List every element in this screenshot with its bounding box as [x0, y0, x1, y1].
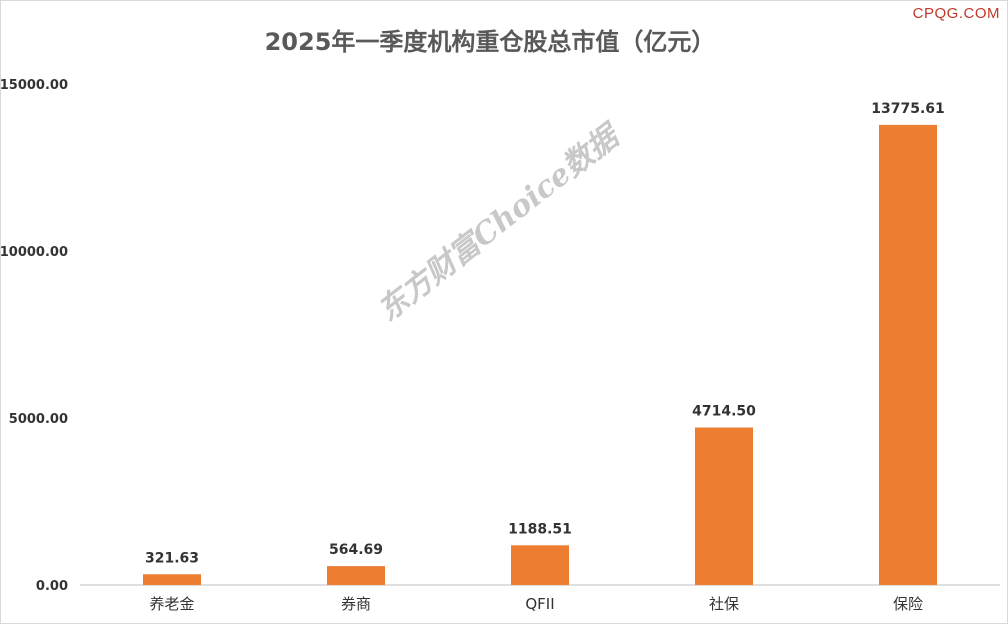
bar — [327, 566, 385, 585]
data-label: 13775.61 — [871, 101, 945, 117]
x-tick-label: 保险 — [893, 595, 923, 613]
bar — [143, 574, 201, 585]
data-label: 4714.50 — [692, 404, 756, 420]
x-tick-label: QFII — [525, 595, 554, 613]
data-label: 564.69 — [329, 542, 383, 558]
chart-title: 2025年一季度机构重仓股总市值（亿元） — [264, 28, 716, 56]
y-tick-label: 5000.00 — [9, 412, 68, 427]
labels-layer: 321.63 养老金 564.69 券商 1188.51 QFII 4714.50 社保 137… — [145, 101, 945, 613]
bars-layer — [143, 124, 937, 585]
x-tick-label: 券商 — [341, 595, 371, 613]
data-label: 321.63 — [145, 550, 199, 566]
x-tick-label: 社保 — [709, 595, 739, 613]
axis-layer: 0.00 5000.00 10000.00 15000.00 — [0, 78, 1000, 594]
x-tick-label: 养老金 — [149, 595, 194, 613]
brand-watermark: CPQG.COM — [912, 5, 1000, 22]
data-label: 1188.51 — [508, 521, 572, 537]
y-tick-label: 0.00 — [36, 579, 68, 594]
bar — [511, 545, 569, 585]
y-tick-label: 10000.00 — [0, 245, 68, 260]
bar — [695, 427, 753, 585]
y-tick-label: 15000.00 — [0, 78, 68, 93]
bar — [879, 124, 937, 585]
